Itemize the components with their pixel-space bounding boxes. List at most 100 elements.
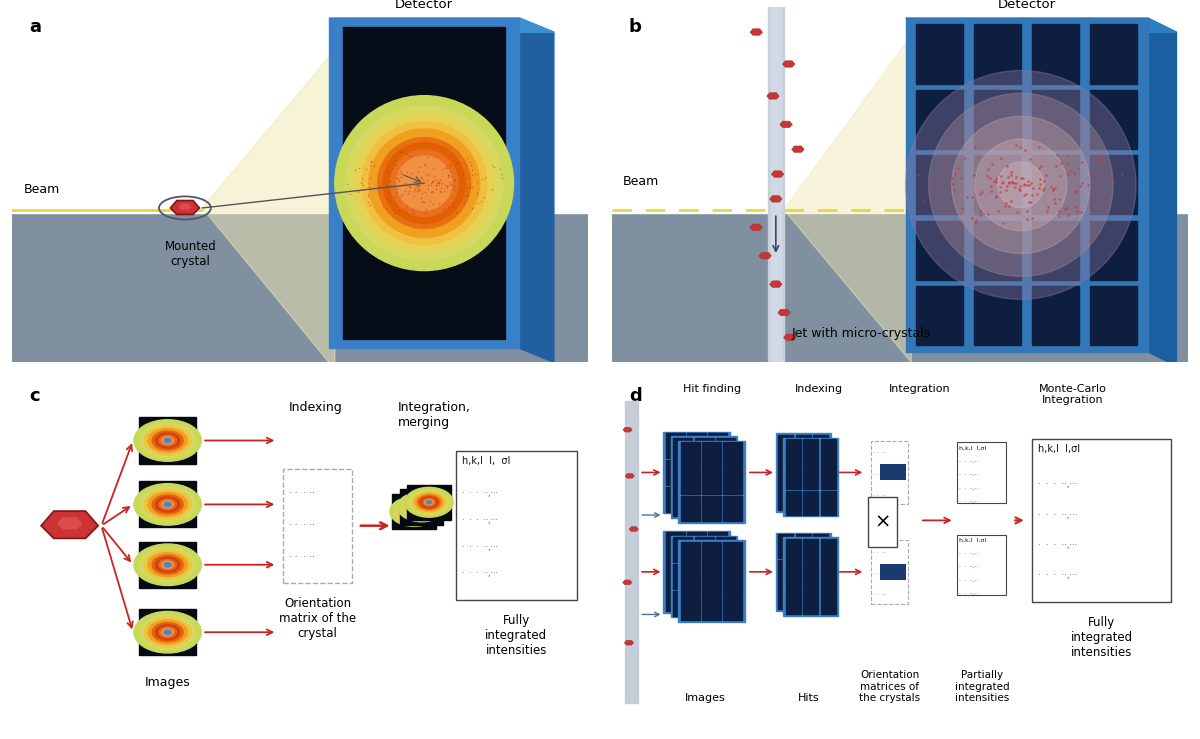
Point (1014, 188, 1033, 200)
Ellipse shape (335, 95, 514, 270)
Point (1020, 153, 1039, 165)
Point (991, 152, 1010, 164)
Point (424, 170, 443, 182)
Ellipse shape (418, 176, 431, 190)
Point (378, 186, 397, 198)
Point (1010, 184, 1030, 196)
Text: · ·  · ··: · · · ·· (289, 554, 314, 562)
Point (1000, 176, 1019, 188)
Point (392, 168, 412, 180)
Point (952, 172, 971, 184)
Text: Partially
integrated
intensities: Partially integrated intensities (954, 670, 1009, 704)
Point (1034, 182, 1054, 194)
Polygon shape (767, 92, 779, 99)
Bar (1032, 221, 1079, 280)
Point (1002, 177, 1021, 188)
Point (409, 183, 428, 194)
Circle shape (420, 497, 438, 508)
Text: Monte-Carlo
Integration: Monte-Carlo Integration (1039, 384, 1106, 405)
Point (413, 173, 432, 185)
Point (1019, 175, 1038, 187)
Point (431, 186, 450, 198)
Circle shape (134, 420, 202, 461)
Point (373, 200, 392, 211)
Point (427, 174, 446, 186)
Circle shape (164, 562, 172, 567)
Bar (814, 486, 828, 510)
Polygon shape (56, 517, 83, 529)
Bar (778, 486, 793, 510)
Point (1019, 196, 1038, 208)
Bar (786, 565, 800, 588)
Point (1073, 157, 1092, 168)
Bar (770, 7, 781, 362)
Point (446, 205, 466, 217)
Bar (688, 433, 706, 458)
Bar (724, 568, 743, 593)
Point (392, 146, 412, 158)
Point (392, 146, 412, 157)
Point (426, 179, 445, 191)
Point (1070, 180, 1090, 192)
Bar (778, 460, 793, 485)
Point (982, 180, 1001, 191)
Bar (671, 436, 737, 518)
Circle shape (164, 438, 172, 443)
Bar (678, 540, 745, 622)
Circle shape (162, 437, 174, 444)
Point (1022, 188, 1042, 200)
Bar (796, 486, 811, 510)
Circle shape (148, 620, 187, 644)
Circle shape (412, 510, 416, 513)
Bar (796, 435, 811, 459)
Point (385, 180, 404, 192)
Point (408, 178, 427, 190)
Point (493, 172, 512, 184)
Polygon shape (780, 121, 792, 128)
Bar (139, 481, 197, 528)
Point (360, 159, 379, 171)
Polygon shape (784, 334, 796, 341)
Point (989, 205, 1008, 217)
Point (412, 171, 431, 183)
Point (428, 180, 448, 191)
Point (1013, 172, 1032, 184)
Point (385, 154, 404, 166)
Bar (786, 465, 800, 489)
Text: ·  ·  ··,··: · · ··,·· (959, 460, 978, 464)
Point (962, 212, 982, 224)
Bar (916, 24, 964, 84)
Point (1031, 173, 1050, 185)
Bar (974, 90, 1021, 149)
Bar (702, 469, 721, 494)
Text: Orientation
matrix of the
crystal: Orientation matrix of the crystal (278, 596, 356, 640)
Text: Integration,
merging: Integration, merging (398, 401, 472, 429)
Point (432, 182, 451, 194)
Point (460, 156, 479, 168)
Point (391, 167, 410, 179)
Point (409, 183, 428, 195)
Point (385, 159, 404, 171)
Bar (880, 465, 906, 480)
Point (434, 185, 454, 197)
Point (421, 177, 440, 188)
Bar (1090, 24, 1138, 84)
Point (996, 197, 1015, 208)
Ellipse shape (397, 157, 451, 209)
Point (1037, 169, 1056, 181)
Point (431, 174, 450, 185)
Point (378, 196, 397, 208)
Point (365, 160, 384, 172)
Point (392, 188, 412, 200)
Ellipse shape (368, 129, 480, 237)
Point (445, 180, 464, 192)
Bar (680, 542, 700, 567)
Bar (343, 27, 505, 339)
Point (461, 181, 480, 193)
Point (968, 151, 988, 163)
Bar (916, 221, 964, 280)
Circle shape (152, 495, 184, 514)
Polygon shape (782, 61, 794, 67)
Point (943, 178, 962, 190)
Point (1067, 185, 1086, 197)
